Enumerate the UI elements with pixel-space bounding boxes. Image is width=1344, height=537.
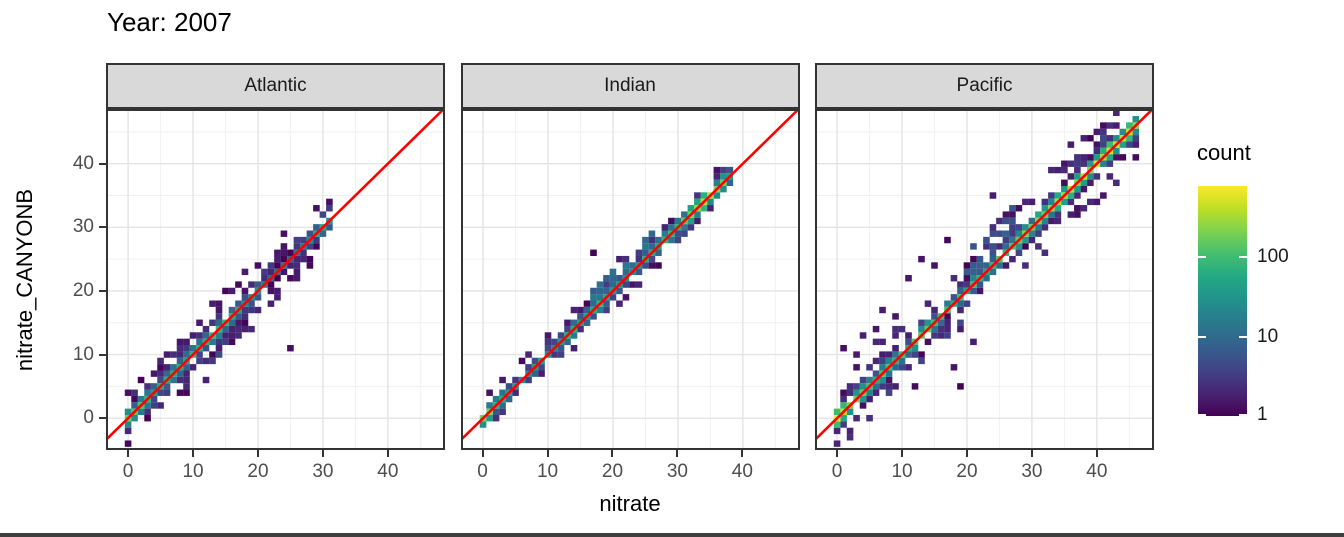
x-tick-mark (676, 450, 679, 457)
y-tick-mark (99, 226, 106, 229)
y-tick-label: 40 (72, 152, 94, 174)
facet-strip-atlantic: Atlantic (106, 63, 445, 109)
legend-tick-mark (1239, 336, 1247, 338)
y-tick-label: 10 (72, 343, 94, 365)
x-tick-label: 30 (312, 461, 334, 482)
x-tick-label: 40 (377, 461, 399, 482)
x-tick-mark (741, 450, 744, 457)
facet-label: Pacific (956, 75, 1013, 96)
facet-label: Atlantic (244, 75, 307, 96)
x-tick-label: 40 (1086, 461, 1108, 482)
x-tick-label: 20 (956, 461, 978, 482)
x-tick-mark (481, 450, 484, 457)
y-tick-label: 20 (72, 279, 94, 301)
panel-plot (815, 109, 1154, 450)
y-axis-title: nitrate_CANYONB (12, 188, 37, 372)
y-tick-mark (99, 417, 106, 420)
x-tick-mark (386, 450, 389, 457)
facet-strip-indian: Indian (460, 63, 800, 109)
x-tick-mark (1095, 450, 1098, 457)
legend-tick-label: 10 (1257, 326, 1279, 347)
x-tick-mark (192, 450, 195, 457)
legend-tick-mark (1198, 336, 1206, 338)
x-tick-label: 10 (536, 461, 559, 482)
x-tick-mark (1030, 450, 1033, 457)
panel-plot (106, 109, 445, 450)
x-tick-label: 10 (891, 461, 913, 482)
x-tick-mark (546, 450, 549, 457)
x-tick-label: 20 (601, 461, 624, 482)
legend-tick-mark (1239, 414, 1247, 416)
legend-tick-label: 1 (1257, 404, 1268, 425)
y-tick-label: 30 (72, 216, 94, 238)
panel-pacific (815, 109, 1154, 450)
x-tick-mark (965, 450, 968, 457)
x-tick-label: 10 (182, 461, 204, 482)
x-tick-label: 30 (666, 461, 688, 482)
y-tick-mark (99, 162, 106, 165)
panel-atlantic (106, 109, 445, 450)
x-tick-mark (127, 450, 130, 457)
legend-colorbar (1198, 186, 1247, 416)
y-tick-mark (99, 289, 106, 292)
legend-tick-mark (1198, 414, 1206, 416)
x-tick-mark (321, 450, 324, 457)
panel-plot (460, 109, 800, 450)
x-tick-label: 20 (247, 461, 269, 482)
x-axis-title: nitrate (599, 491, 661, 516)
legend-title: count (1197, 140, 1251, 165)
y-tick-label: 0 (83, 407, 94, 429)
facet-strip-pacific: Pacific (815, 63, 1154, 109)
window-edge-bar (0, 533, 1344, 537)
x-tick-mark (256, 450, 259, 457)
x-tick-label: 0 (122, 461, 134, 482)
x-tick-label: 40 (731, 461, 753, 482)
legend-tick-mark (1198, 256, 1206, 258)
x-tick-label: 0 (831, 461, 843, 482)
legend-tick-mark (1239, 256, 1247, 258)
x-tick-mark (901, 450, 904, 457)
x-tick-mark (611, 450, 614, 457)
facet-label: Indian (604, 75, 656, 96)
legend-tick-label: 100 (1257, 246, 1289, 267)
y-tick-mark (99, 353, 106, 356)
x-tick-mark (836, 450, 839, 457)
page-title: Year: 2007 (107, 7, 232, 37)
x-tick-label: 0 (477, 461, 488, 482)
panel-indian (460, 109, 800, 450)
x-tick-label: 30 (1021, 461, 1043, 482)
